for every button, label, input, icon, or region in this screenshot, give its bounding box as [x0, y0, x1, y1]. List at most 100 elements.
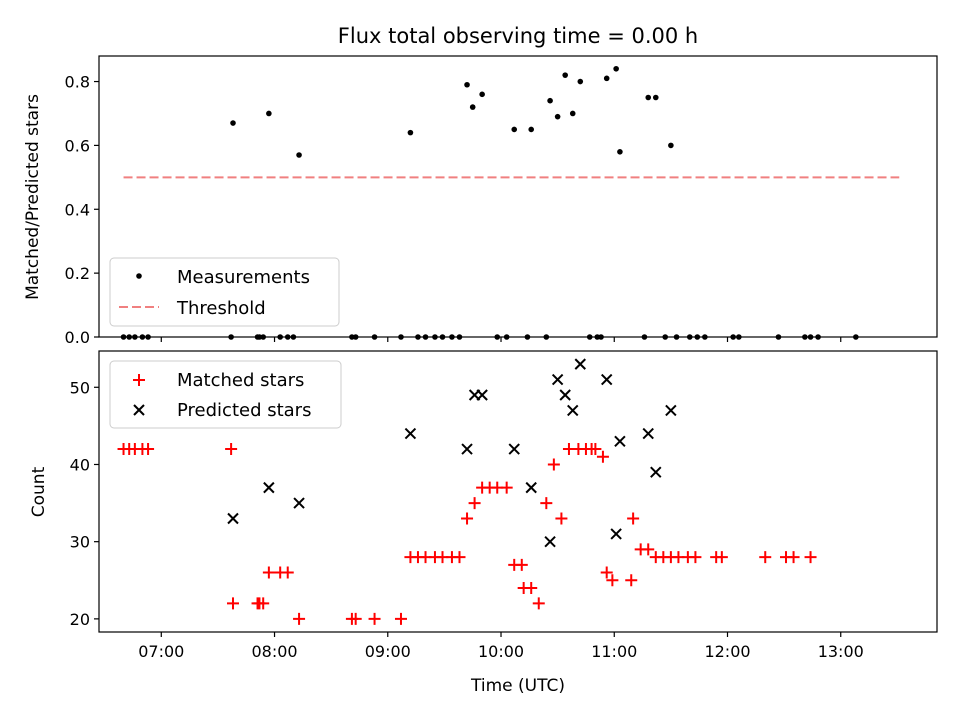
- counts-x-axis-label: Time (UTC): [470, 676, 565, 696]
- ratio-y-tick-label: 0.2: [65, 264, 90, 283]
- series-measurements: [120, 65, 859, 340]
- series-matched-stars: [117, 443, 817, 625]
- predicted-point: [476, 389, 488, 401]
- predicted-point: [567, 404, 579, 417]
- matched-point: [642, 543, 655, 556]
- matched-point: [555, 512, 568, 525]
- ratio-legend: Measurements Threshold: [109, 257, 340, 327]
- counts-y-tick-label: 30: [70, 533, 90, 552]
- measurement-point: [464, 81, 470, 88]
- measurement-point: [296, 152, 302, 158]
- counts-x-tick-label: 11:00: [591, 642, 637, 661]
- counts-panel: 20 30 40 50 07:00 08:00 09:00 10:00 11:00 12:00 1…: [29, 350, 938, 696]
- matched-point: [500, 481, 513, 494]
- ratio-panel: 0.00.20.40.60.8 Matched/Predicted stars …: [23, 55, 938, 347]
- counts-y-ticks: 20 30 40 50: [70, 378, 99, 629]
- predicted-point: [293, 497, 305, 509]
- predicted-point: [600, 373, 613, 386]
- counts-legend: Matched stars Predicted stars: [109, 360, 342, 429]
- measurement-point: [645, 94, 652, 101]
- predicted-point: [642, 427, 654, 440]
- legend-matched-label: Matched stars: [177, 370, 304, 391]
- matched-point: [515, 558, 528, 571]
- matched-point: [540, 497, 553, 510]
- ratio-y-tick-label: 0.4: [65, 200, 90, 219]
- ratio-plot-area: [120, 65, 900, 340]
- ratio-y-tick-label: 0.6: [65, 136, 90, 155]
- counts-x-tick-label: 09:00: [365, 642, 411, 661]
- counts-legend-box: [109, 360, 342, 429]
- counts-y-tick-label: 50: [70, 378, 90, 397]
- predicted-point: [544, 535, 556, 548]
- counts-x-ticks: 07:00 08:00 09:00 10:00 11:00 12:00 13:00: [138, 632, 864, 661]
- matched-point: [627, 512, 640, 525]
- legend-measurements-label: Measurements: [177, 267, 310, 288]
- predicted-point: [227, 512, 239, 525]
- ratio-y-ticks: 0.0 0.2 0.4 0.6 0.8: [65, 73, 99, 347]
- matched-point: [606, 574, 619, 587]
- matched-point: [625, 574, 638, 587]
- matched-point: [525, 581, 538, 594]
- counts-axes-frame: [98, 350, 938, 633]
- counts-y-axis-label: Count: [29, 466, 49, 517]
- series-predicted-stars: [227, 358, 677, 548]
- ratio-axes-frame: [98, 55, 938, 338]
- measurement-point: [652, 94, 659, 101]
- measurement-point: [613, 65, 619, 72]
- measurement-point: [230, 120, 236, 126]
- measurement-point: [554, 113, 561, 120]
- counts-x-tick-label: 13:00: [818, 642, 864, 661]
- matched-point: [368, 612, 381, 625]
- legend-predicted-marker: [133, 404, 145, 416]
- ratio-y-tick-label: 0.0: [65, 328, 90, 347]
- legend-measurements-marker: [136, 273, 142, 279]
- matched-point: [596, 450, 609, 463]
- legend-predicted-label: Predicted stars: [177, 400, 311, 421]
- measurement-point: [479, 91, 485, 98]
- legend-threshold-label: Threshold: [176, 298, 266, 319]
- measurement-point: [603, 75, 610, 82]
- matched-point: [787, 551, 800, 564]
- predicted-point: [559, 389, 571, 401]
- ratio-y-tick-label: 0.8: [65, 73, 90, 92]
- matched-point: [532, 597, 545, 610]
- measurement-point: [469, 104, 476, 110]
- measurement-point: [547, 97, 553, 104]
- matched-point: [689, 551, 702, 564]
- matched-point: [759, 551, 772, 564]
- counts-x-tick-label: 12:00: [704, 642, 750, 661]
- counts-y-tick-label: 20: [70, 610, 90, 629]
- counts-x-tick-label: 08:00: [251, 642, 297, 661]
- predicted-point: [551, 373, 564, 386]
- predicted-point: [650, 466, 662, 478]
- predicted-point: [614, 435, 626, 448]
- predicted-point: [263, 481, 275, 494]
- counts-x-tick-label: 07:00: [138, 642, 184, 661]
- counts-y-tick-label: 40: [70, 455, 90, 474]
- matched-point: [394, 612, 407, 625]
- matched-point: [547, 458, 560, 471]
- figure-title: Flux total observing time = 0.00 h: [338, 24, 698, 48]
- measurement-point: [617, 148, 623, 155]
- predicted-point: [610, 528, 622, 540]
- measurement-point: [577, 78, 584, 85]
- matched-point: [225, 443, 238, 456]
- measurement-point: [528, 126, 535, 133]
- matched-point: [804, 551, 817, 564]
- ratio-y-axis-label: Matched/Predicted stars: [23, 94, 43, 300]
- matched-point: [468, 497, 481, 510]
- matched-point: [142, 443, 155, 456]
- matched-point: [349, 612, 362, 625]
- matched-point: [600, 566, 613, 579]
- matched-point: [453, 551, 466, 564]
- matched-point: [715, 551, 728, 564]
- matched-point: [293, 612, 306, 625]
- measurement-point: [562, 72, 568, 78]
- matched-point: [257, 597, 270, 610]
- predicted-point: [404, 427, 417, 440]
- counts-plot-area: [117, 358, 817, 625]
- measurement-point: [511, 126, 518, 133]
- matched-point: [589, 443, 602, 456]
